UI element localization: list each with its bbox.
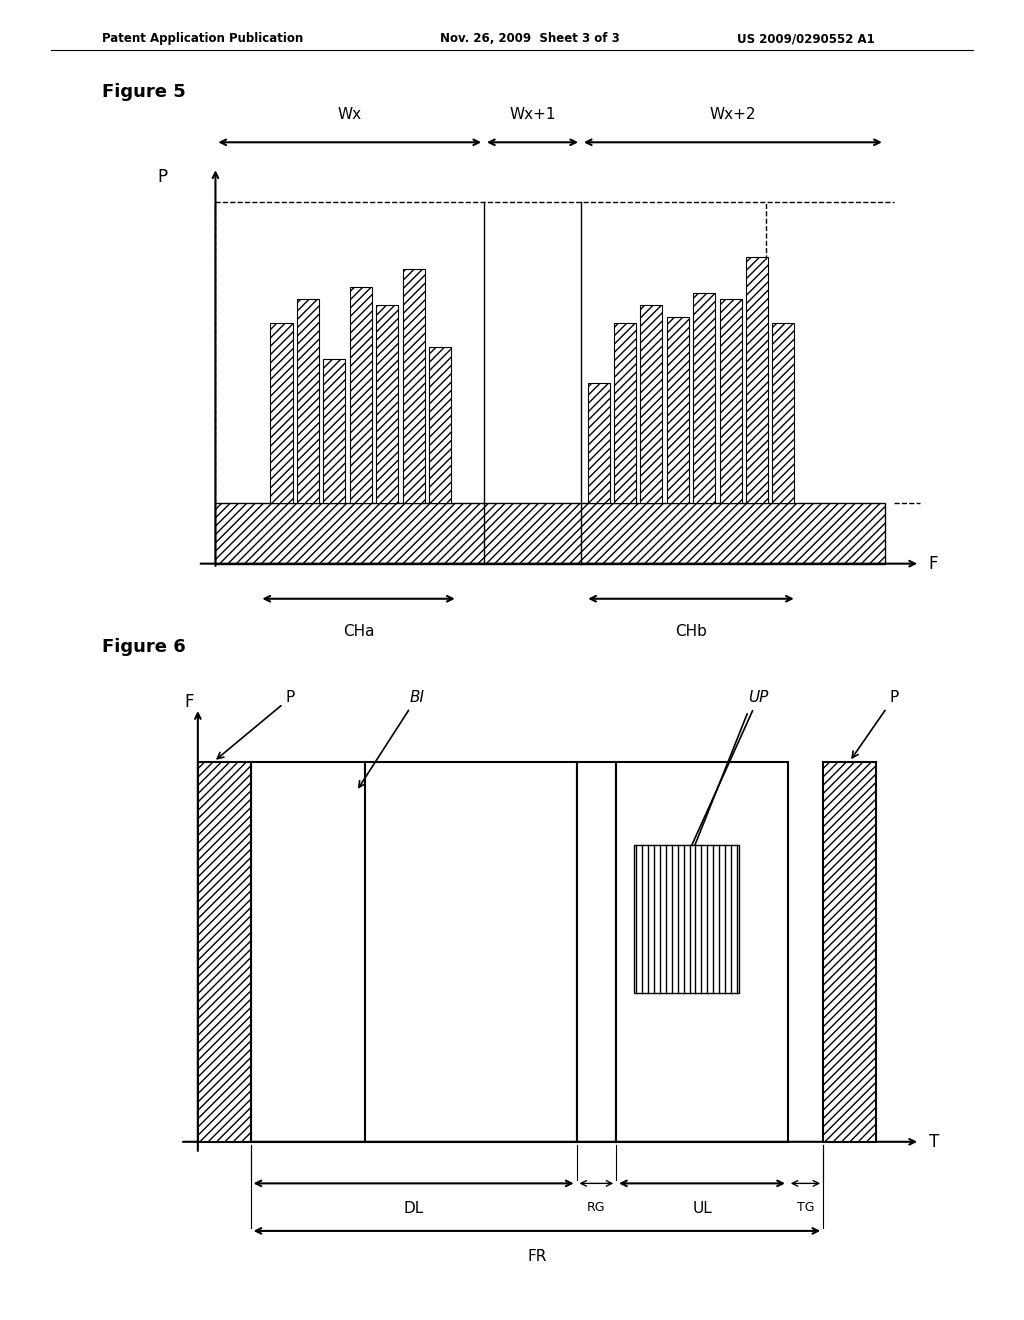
- Bar: [429, 347, 451, 503]
- Text: Figure 6: Figure 6: [102, 638, 186, 656]
- Bar: [616, 762, 787, 1142]
- Bar: [588, 383, 609, 503]
- Bar: [577, 762, 616, 1142]
- Text: F: F: [184, 693, 194, 711]
- Bar: [667, 317, 689, 503]
- Text: P: P: [158, 169, 168, 186]
- Text: F: F: [929, 554, 938, 573]
- Text: CHb: CHb: [675, 624, 707, 639]
- Text: US 2009/0290552 A1: US 2009/0290552 A1: [737, 33, 876, 45]
- Text: Figure 5: Figure 5: [102, 83, 186, 102]
- Bar: [376, 305, 398, 503]
- Bar: [746, 256, 768, 503]
- Text: Patent Application Publication: Patent Application Publication: [102, 33, 304, 45]
- Text: T: T: [929, 1133, 939, 1151]
- Bar: [693, 293, 715, 503]
- Bar: [614, 323, 636, 503]
- Bar: [198, 762, 251, 1142]
- Text: BI: BI: [358, 690, 424, 788]
- Bar: [270, 323, 293, 503]
- Bar: [640, 305, 663, 503]
- Bar: [297, 298, 318, 503]
- Text: P: P: [217, 690, 295, 759]
- Text: P: P: [852, 690, 898, 758]
- Bar: [215, 503, 885, 564]
- Text: Wx+1: Wx+1: [509, 107, 556, 123]
- Text: UL: UL: [692, 1201, 712, 1216]
- Text: Nov. 26, 2009  Sheet 3 of 3: Nov. 26, 2009 Sheet 3 of 3: [440, 33, 621, 45]
- Bar: [634, 845, 739, 993]
- Text: CHa: CHa: [343, 624, 375, 639]
- Bar: [720, 298, 741, 503]
- Text: Wx+2: Wx+2: [710, 107, 756, 123]
- Text: Wx: Wx: [338, 107, 361, 123]
- Text: DL: DL: [403, 1201, 424, 1216]
- Bar: [402, 269, 425, 503]
- Text: RG: RG: [587, 1201, 605, 1214]
- Text: FR: FR: [527, 1249, 547, 1263]
- Bar: [823, 762, 876, 1142]
- Text: TG: TG: [797, 1201, 814, 1214]
- Bar: [251, 762, 577, 1142]
- Bar: [350, 286, 372, 503]
- Bar: [324, 359, 345, 503]
- Text: UP: UP: [688, 690, 769, 853]
- Bar: [772, 323, 795, 503]
